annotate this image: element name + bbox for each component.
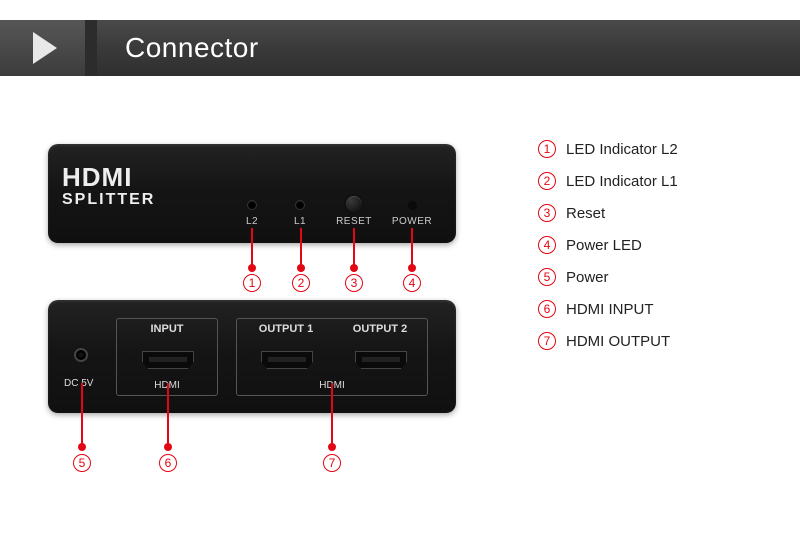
hdmi-output1-port-icon: [261, 351, 313, 369]
device-brand: HDMI SPLITTER: [62, 164, 155, 208]
legend-number-5: 5: [538, 268, 556, 286]
legend-item-7: 7 HDMI OUTPUT: [538, 332, 748, 350]
callout-line-4: [411, 228, 413, 268]
led-l2-icon: [247, 200, 257, 210]
legend-text-4: Power LED: [566, 237, 642, 254]
legend-number-7: 7: [538, 332, 556, 350]
led-l1-icon: [295, 200, 305, 210]
legend-item-5: 5 Power: [538, 268, 748, 286]
label-l1: L1: [276, 216, 324, 227]
callout-line-5: [81, 383, 83, 447]
callout-line-1: [251, 228, 253, 268]
hdmi-input-port-icon: [142, 351, 194, 369]
legend-number-4: 4: [538, 236, 556, 254]
front-item-l1: L1: [276, 200, 324, 227]
front-item-l2: L2: [228, 200, 276, 227]
legend-item-3: 3 Reset: [538, 204, 748, 222]
callout-number-4: 4: [403, 274, 421, 292]
brand-line2: SPLITTER: [62, 192, 155, 208]
legend-item-2: 2 LED Indicator L1: [538, 172, 748, 190]
legend: 1 LED Indicator L2 2 LED Indicator L1 3 Reset…: [538, 140, 748, 364]
legend-text-7: HDMI OUTPUT: [566, 333, 670, 350]
label-power: POWER: [388, 216, 436, 227]
callout-number-6: 6: [159, 454, 177, 472]
page-title: Connector: [125, 32, 259, 64]
callout-number-5: 5: [73, 454, 91, 472]
legend-text-1: LED Indicator L2: [566, 141, 678, 158]
output1-label: OUTPUT 1: [251, 323, 321, 335]
legend-text-5: Power: [566, 269, 609, 286]
input-label-top: INPUT: [117, 323, 217, 335]
legend-number-3: 3: [538, 204, 556, 222]
legend-text-3: Reset: [566, 205, 605, 222]
dc-jack-icon: [74, 348, 88, 362]
hdmi-output2-port-icon: [355, 351, 407, 369]
legend-text-2: LED Indicator L1: [566, 173, 678, 190]
callout-line-7: [331, 383, 333, 447]
callout-number-2: 2: [292, 274, 310, 292]
reset-button-icon: [346, 196, 362, 212]
legend-item-6: 6 HDMI INPUT: [538, 300, 748, 318]
front-item-power: POWER: [388, 201, 436, 227]
callout-number-3: 3: [345, 274, 363, 292]
front-item-reset: RESET: [330, 196, 378, 227]
legend-number-6: 6: [538, 300, 556, 318]
dc-label: DC 5V: [64, 378, 93, 389]
header-accent: [0, 20, 85, 76]
play-icon: [33, 32, 57, 64]
power-led-icon: [408, 201, 417, 210]
callout-number-7: 7: [323, 454, 341, 472]
device-rear-panel: DC 5V INPUT HDMI OUTPUT 1 OUTPUT 2 HDMI: [48, 300, 456, 413]
legend-number-1: 1: [538, 140, 556, 158]
header-bar: Connector: [0, 20, 800, 76]
brand-line1: HDMI: [62, 164, 155, 190]
callout-line-2: [300, 228, 302, 268]
callout-number-1: 1: [243, 274, 261, 292]
output2-label: OUTPUT 2: [345, 323, 415, 335]
callout-line-3: [353, 228, 355, 268]
legend-number-2: 2: [538, 172, 556, 190]
legend-text-6: HDMI INPUT: [566, 301, 654, 318]
legend-item-4: 4 Power LED: [538, 236, 748, 254]
label-l2: L2: [228, 216, 276, 227]
legend-item-1: 1 LED Indicator L2: [538, 140, 748, 158]
callout-line-6: [167, 383, 169, 447]
label-reset: RESET: [330, 216, 378, 227]
